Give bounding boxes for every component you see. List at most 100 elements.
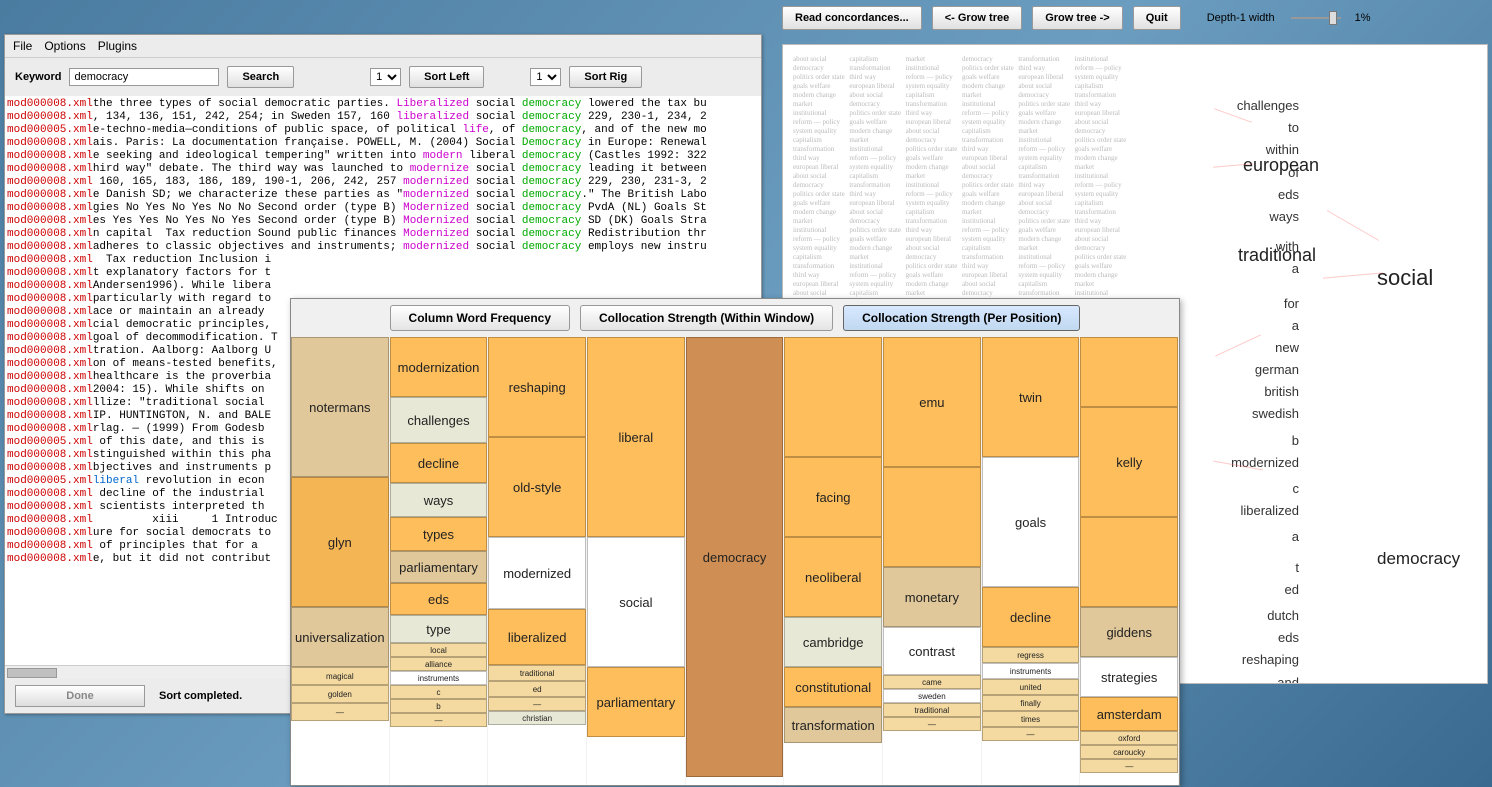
heatmap-cell[interactable]: regress bbox=[982, 647, 1080, 663]
heatmap-cell[interactable]: traditional bbox=[488, 665, 586, 681]
heatmap-cell[interactable]: challenges bbox=[390, 397, 488, 443]
grow-tree-left-button[interactable]: <- Grow tree bbox=[932, 6, 1023, 30]
heatmap-cell[interactable]: modernization bbox=[390, 337, 488, 397]
heatmap-cell[interactable]: emu bbox=[883, 337, 981, 467]
heatmap-cell[interactable]: democracy bbox=[686, 337, 784, 777]
heatmap-cell[interactable] bbox=[1080, 517, 1178, 607]
heatmap-cell[interactable]: types bbox=[390, 517, 488, 551]
heatmap-cell[interactable]: parliamentary bbox=[587, 667, 685, 737]
search-button[interactable]: Search bbox=[227, 66, 294, 88]
heatmap-cell[interactable]: goals bbox=[982, 457, 1080, 587]
tab-coll-position[interactable]: Collocation Strength (Per Position) bbox=[843, 305, 1080, 331]
heatmap-cell[interactable]: strategies bbox=[1080, 657, 1178, 697]
heatmap-cell[interactable]: oxford bbox=[1080, 731, 1178, 745]
tab-word-freq[interactable]: Column Word Frequency bbox=[390, 305, 570, 331]
tab-coll-window[interactable]: Collocation Strength (Within Window) bbox=[580, 305, 833, 331]
heatmap-cell[interactable]: — bbox=[982, 727, 1080, 741]
concordance-line[interactable]: mod000008.xmle Danish SD; we characteriz… bbox=[7, 189, 759, 202]
heatmap-cell[interactable]: — bbox=[291, 703, 389, 721]
concordance-line[interactable]: mod000008.xmlhird way" debate. The third… bbox=[7, 163, 759, 176]
heatmap-cell[interactable]: reshaping bbox=[488, 337, 586, 437]
quit-button[interactable]: Quit bbox=[1133, 6, 1181, 30]
concordance-line[interactable]: mod000008.xmlAndersen1996). While libera bbox=[7, 280, 759, 293]
heatmap-cell[interactable]: eds bbox=[390, 583, 488, 615]
heatmap-cell[interactable]: times bbox=[982, 711, 1080, 727]
menu-plugins[interactable]: Plugins bbox=[98, 39, 137, 53]
heatmap-cell[interactable]: liberalized bbox=[488, 609, 586, 665]
sort-right-button[interactable]: Sort Rig bbox=[569, 66, 642, 88]
concordance-line[interactable]: mod000008.xmlais. Paris: La documentatio… bbox=[7, 137, 759, 150]
heatmap-cell[interactable]: old-style bbox=[488, 437, 586, 537]
heatmap-cell[interactable]: neoliberal bbox=[784, 537, 882, 617]
concordance-line[interactable]: mod000008.xmlthe three types of social d… bbox=[7, 98, 759, 111]
read-concordances-button[interactable]: Read concordances... bbox=[782, 6, 922, 30]
toolbar: Keyword Search 1 Sort Left 1 Sort Rig bbox=[5, 58, 761, 96]
heatmap-cell[interactable]: giddens bbox=[1080, 607, 1178, 657]
heatmap-cell[interactable]: contrast bbox=[883, 627, 981, 675]
heatmap-cell[interactable]: glyn bbox=[291, 477, 389, 607]
heatmap-cell[interactable]: united bbox=[982, 679, 1080, 695]
heatmap-cell[interactable]: universalization bbox=[291, 607, 389, 667]
collocation-tabs: Column Word Frequency Collocation Streng… bbox=[291, 299, 1179, 337]
heatmap-cell[interactable]: twin bbox=[982, 337, 1080, 457]
heatmap-cell[interactable] bbox=[784, 337, 882, 457]
heatmap-cell[interactable]: decline bbox=[982, 587, 1080, 647]
heatmap-cell[interactable]: came bbox=[883, 675, 981, 689]
heatmap-cell[interactable]: alliance bbox=[390, 657, 488, 671]
concordance-line[interactable]: mod000008.xmle seeking and ideological t… bbox=[7, 150, 759, 163]
heatmap-cell[interactable]: monetary bbox=[883, 567, 981, 627]
heatmap-cell[interactable]: ways bbox=[390, 483, 488, 517]
heatmap-cell[interactable]: constitutional bbox=[784, 667, 882, 707]
sort-right-pos[interactable]: 1 bbox=[530, 68, 561, 86]
heatmap-cell[interactable]: parliamentary bbox=[390, 551, 488, 583]
heatmap-cell[interactable]: — bbox=[883, 717, 981, 731]
heatmap-cell[interactable]: notermans bbox=[291, 337, 389, 477]
heatmap-cell[interactable]: traditional bbox=[883, 703, 981, 717]
depth-width-slider[interactable] bbox=[1291, 8, 1341, 28]
keyword-input[interactable] bbox=[69, 68, 219, 86]
heatmap-cell[interactable]: local bbox=[390, 643, 488, 657]
heatmap-cell[interactable]: transformation bbox=[784, 707, 882, 743]
menu-file[interactable]: File bbox=[13, 39, 32, 53]
heatmap-cell[interactable]: modernized bbox=[488, 537, 586, 609]
grow-tree-right-button[interactable]: Grow tree -> bbox=[1032, 6, 1123, 30]
concordance-line[interactable]: mod000008.xmlgies No Yes No Yes No No Se… bbox=[7, 202, 759, 215]
heatmap-cell[interactable]: — bbox=[1080, 759, 1178, 773]
heatmap-cell[interactable]: finally bbox=[982, 695, 1080, 711]
heatmap-cell[interactable]: kelly bbox=[1080, 407, 1178, 517]
heatmap-cell[interactable] bbox=[1080, 337, 1178, 407]
heatmap-cell[interactable]: cambridge bbox=[784, 617, 882, 667]
concordance-line[interactable]: mod000008.xmladheres to classic objectiv… bbox=[7, 241, 759, 254]
concordance-line[interactable]: mod000008.xmles Yes Yes No Yes No Yes Se… bbox=[7, 215, 759, 228]
concordance-line[interactable]: mod000008.xml 160, 165, 183, 186, 189, 1… bbox=[7, 176, 759, 189]
concordance-line[interactable]: mod000008.xmln capital Tax reduction Sou… bbox=[7, 228, 759, 241]
heatmap-cell[interactable]: liberal bbox=[587, 337, 685, 537]
heatmap-cell[interactable] bbox=[883, 467, 981, 567]
heatmap-cell[interactable]: — bbox=[488, 697, 586, 711]
heatmap-cell[interactable]: instruments bbox=[982, 663, 1080, 679]
concordance-line[interactable]: mod000008.xmlt explanatory factors for t bbox=[7, 267, 759, 280]
heatmap-cell[interactable]: golden bbox=[291, 685, 389, 703]
heatmap-cell[interactable]: c bbox=[390, 685, 488, 699]
heatmap-cell[interactable]: instruments bbox=[390, 671, 488, 685]
heatmap-cell[interactable]: — bbox=[390, 713, 488, 727]
done-button[interactable]: Done bbox=[15, 685, 145, 707]
heatmap-cell[interactable]: amsterdam bbox=[1080, 697, 1178, 731]
heatmap-cell[interactable]: caroucky bbox=[1080, 745, 1178, 759]
sort-left-button[interactable]: Sort Left bbox=[409, 66, 484, 88]
sort-left-pos[interactable]: 1 bbox=[370, 68, 401, 86]
heatmap-cell[interactable]: social bbox=[587, 537, 685, 667]
concordance-line[interactable]: mod000008.xml Tax reduction Inclusion i bbox=[7, 254, 759, 267]
heatmap-cell[interactable]: type bbox=[390, 615, 488, 643]
concordance-line[interactable]: mod000005.xmle-techno-media—conditions o… bbox=[7, 124, 759, 137]
heatmap-cell[interactable]: facing bbox=[784, 457, 882, 537]
collocation-heatmap[interactable]: notermansglynuniversalizationmagicalgold… bbox=[291, 337, 1179, 785]
heatmap-cell[interactable]: b bbox=[390, 699, 488, 713]
heatmap-cell[interactable]: ed bbox=[488, 681, 586, 697]
heatmap-cell[interactable]: sweden bbox=[883, 689, 981, 703]
heatmap-cell[interactable]: magical bbox=[291, 667, 389, 685]
concordance-line[interactable]: mod000008.xml, 134, 136, 151, 242, 254; … bbox=[7, 111, 759, 124]
menu-options[interactable]: Options bbox=[44, 39, 85, 53]
heatmap-cell[interactable]: decline bbox=[390, 443, 488, 483]
heatmap-cell[interactable]: christian bbox=[488, 711, 586, 725]
